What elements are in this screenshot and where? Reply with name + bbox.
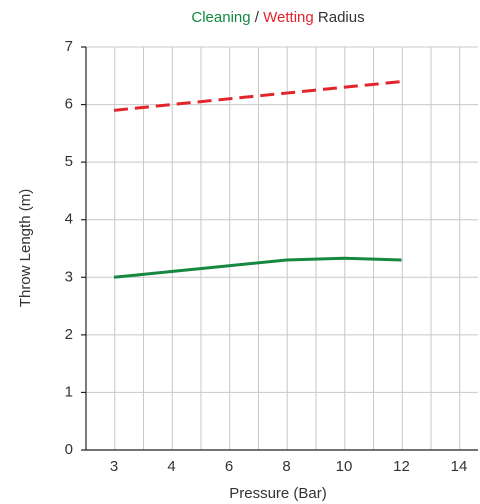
data-line <box>113 80 402 112</box>
title-segment: / <box>255 9 260 26</box>
x-tick-label: 3 <box>110 458 118 475</box>
title-segment: Radius <box>318 9 365 26</box>
y-tick-label: 4 <box>65 211 73 228</box>
title-segment: Cleaning <box>191 9 250 26</box>
y-axis-label: Throw Length (m) <box>17 189 34 307</box>
x-tick-label: 4 <box>167 458 175 475</box>
x-tick-label: 10 <box>336 458 353 475</box>
y-tick-label: 0 <box>65 441 73 458</box>
y-tick-label: 7 <box>65 38 73 55</box>
x-axis-label: Pressure (Bar) <box>229 485 327 502</box>
y-tick-label: 6 <box>65 96 73 113</box>
y-tick-label: 1 <box>65 383 73 400</box>
x-tick-label: 12 <box>393 458 410 475</box>
title-segment: Wetting <box>263 9 314 26</box>
y-tick-label: 3 <box>65 268 73 285</box>
data-line <box>113 256 402 279</box>
y-tick-label: 2 <box>65 326 73 343</box>
x-tick-label: 6 <box>225 458 233 475</box>
x-tick-label: 14 <box>451 458 468 475</box>
y-tick-label: 5 <box>65 153 73 170</box>
x-tick-label: 8 <box>282 458 290 475</box>
chart-title: Cleaning / Wetting Radius <box>191 9 364 26</box>
